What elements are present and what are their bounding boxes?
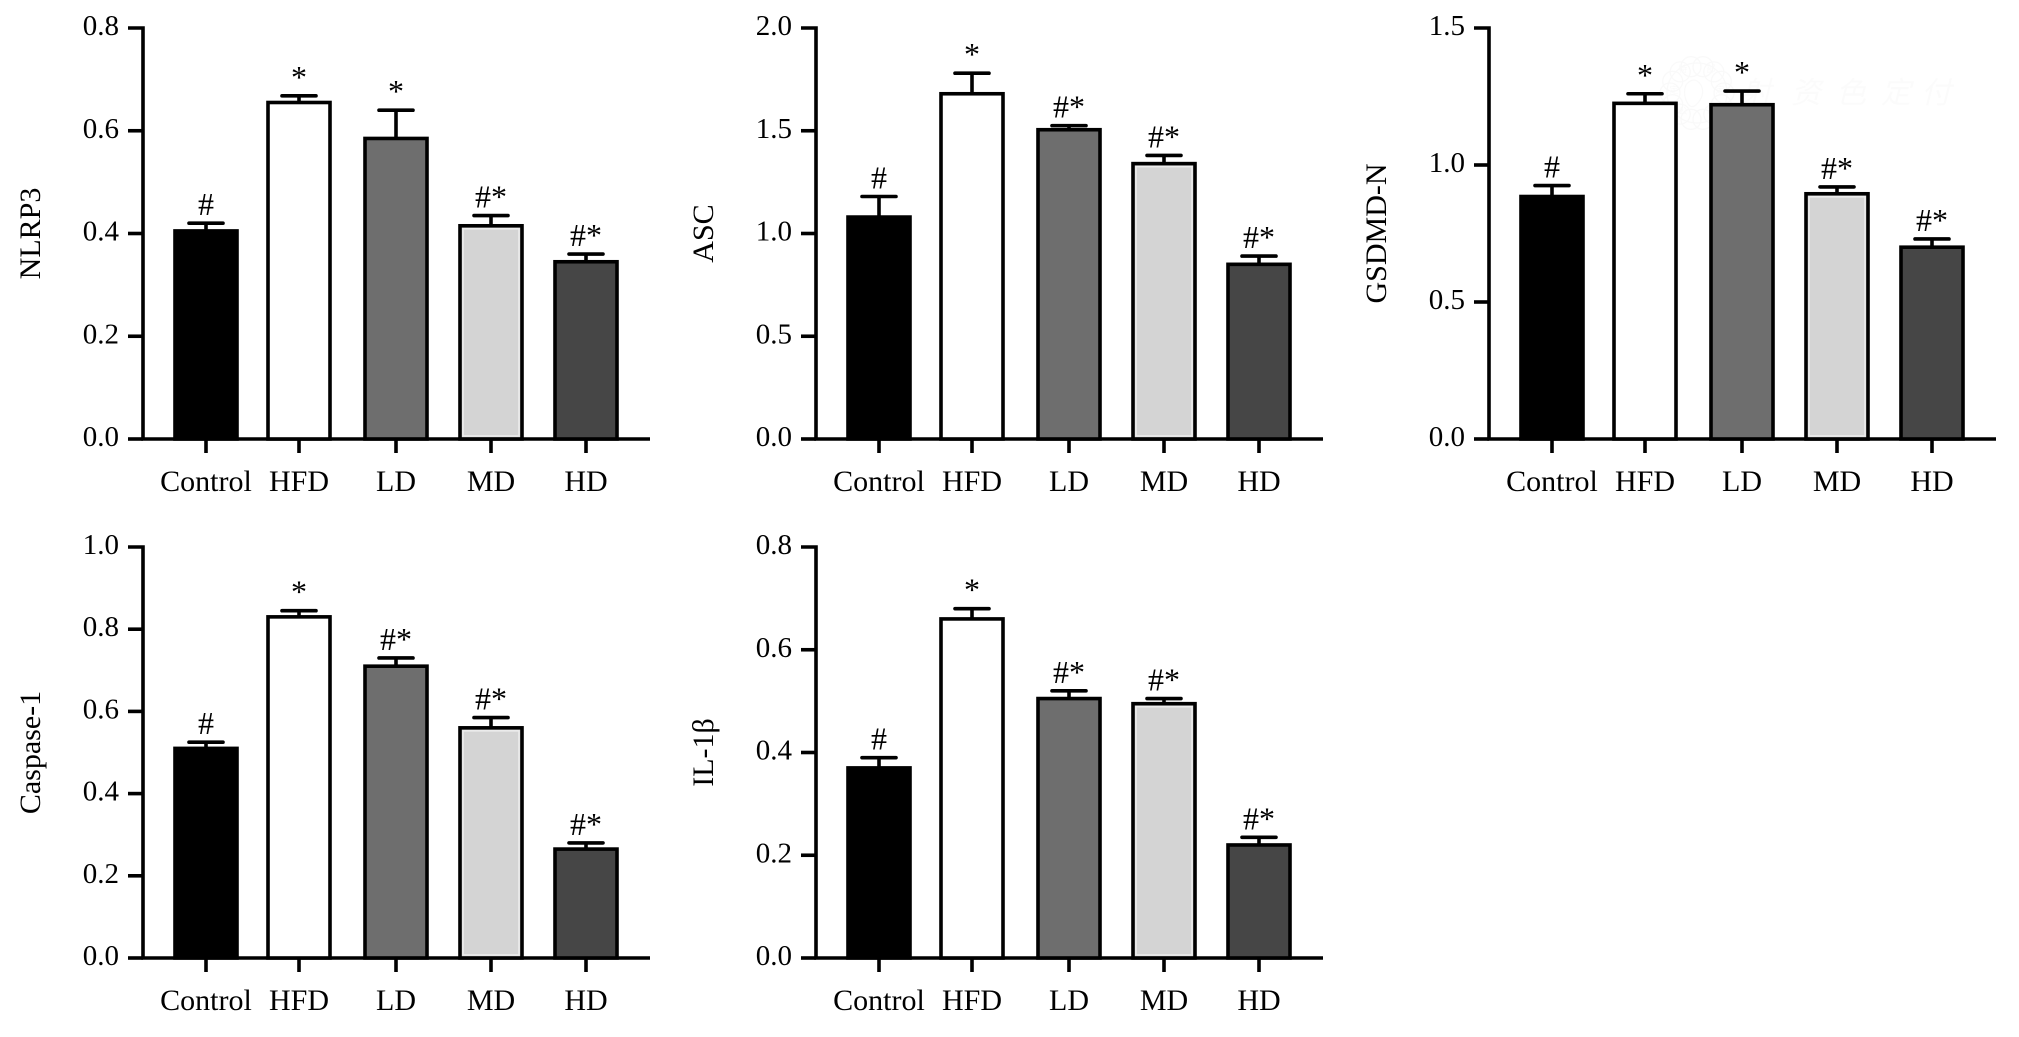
- svg-text:IL-1β: IL-1β: [687, 718, 720, 787]
- svg-text:HD: HD: [1237, 465, 1280, 498]
- svg-text:MD: MD: [1140, 465, 1188, 498]
- svg-text:GSDMD-N: GSDMD-N: [1360, 163, 1393, 303]
- svg-text:1.5: 1.5: [1429, 10, 1465, 42]
- svg-text:色: 色: [1836, 77, 1867, 110]
- svg-text:0.2: 0.2: [83, 858, 119, 890]
- svg-text:*: *: [964, 572, 980, 608]
- svg-text:*: *: [291, 59, 307, 95]
- svg-text:HFD: HFD: [269, 465, 329, 498]
- svg-text:Control: Control: [1506, 465, 1598, 498]
- svg-text:#*: #*: [475, 179, 507, 215]
- svg-text:定: 定: [1669, 84, 1678, 95]
- svg-text:HD: HD: [564, 465, 607, 498]
- svg-text:HD: HD: [1237, 984, 1280, 1017]
- svg-text:#*: #*: [570, 217, 602, 253]
- svg-text:2.0: 2.0: [756, 10, 792, 42]
- svg-text:LD: LD: [1049, 465, 1089, 498]
- svg-text:1.0: 1.0: [1429, 147, 1465, 179]
- svg-text:*: *: [964, 36, 980, 72]
- svg-text:HFD: HFD: [942, 465, 1002, 498]
- svg-text:#: #: [198, 186, 214, 222]
- svg-text:ASC: ASC: [687, 204, 720, 262]
- svg-text:HFD: HFD: [269, 984, 329, 1017]
- svg-text:#: #: [871, 160, 887, 196]
- svg-text:HD: HD: [564, 984, 607, 1017]
- svg-text:#*: #*: [380, 621, 412, 657]
- svg-text:#*: #*: [475, 681, 507, 717]
- svg-text:#*: #*: [1243, 219, 1275, 255]
- svg-text:#: #: [871, 721, 887, 757]
- svg-text:0.6: 0.6: [83, 693, 119, 725]
- svg-text:MD: MD: [1813, 465, 1861, 498]
- svg-text:Control: Control: [833, 984, 925, 1017]
- svg-text:#*: #*: [1053, 89, 1085, 125]
- svg-text:0.0: 0.0: [83, 421, 119, 453]
- svg-text:HFD: HFD: [942, 984, 1002, 1017]
- svg-text:*: *: [388, 73, 404, 109]
- svg-text:#*: #*: [1916, 202, 1948, 238]
- svg-text:定: 定: [1881, 77, 1914, 110]
- svg-text:#*: #*: [1053, 654, 1085, 690]
- svg-text:部: 部: [1706, 63, 1715, 74]
- svg-text:#*: #*: [570, 806, 602, 842]
- svg-text:MD: MD: [1140, 984, 1188, 1017]
- svg-text:LD: LD: [376, 984, 416, 1017]
- svg-text:1.5: 1.5: [756, 113, 792, 145]
- svg-text:Control: Control: [160, 465, 252, 498]
- svg-text:付: 付: [1921, 77, 1955, 110]
- svg-text:#*: #*: [1148, 662, 1180, 698]
- svg-text:*: *: [291, 574, 307, 610]
- svg-text:MD: MD: [467, 465, 515, 498]
- svg-text:0.8: 0.8: [83, 10, 119, 42]
- svg-text:LD: LD: [376, 465, 416, 498]
- svg-text:0.0: 0.0: [83, 940, 119, 972]
- svg-text:0.6: 0.6: [756, 632, 792, 664]
- svg-text:0.5: 0.5: [756, 318, 792, 350]
- svg-text:公: 公: [1678, 106, 1687, 116]
- svg-text:0.4: 0.4: [83, 776, 120, 808]
- svg-text:*: *: [1734, 54, 1750, 90]
- svg-text:Caspase-1: Caspase-1: [14, 691, 47, 814]
- svg-text:定: 定: [1715, 84, 1724, 95]
- svg-text:LD: LD: [1722, 465, 1762, 498]
- svg-text:0.0: 0.0: [756, 940, 792, 972]
- svg-text:HD: HD: [1910, 465, 1953, 498]
- svg-text:*: *: [1637, 57, 1653, 93]
- svg-text:Control: Control: [160, 984, 252, 1017]
- svg-text:HFD: HFD: [1615, 465, 1675, 498]
- svg-text:0.8: 0.8: [756, 529, 792, 561]
- svg-text:1.0: 1.0: [756, 216, 792, 248]
- svg-text:0.0: 0.0: [756, 421, 792, 453]
- svg-text:0.6: 0.6: [83, 113, 119, 145]
- svg-text:0.4: 0.4: [83, 216, 120, 248]
- svg-text:特: 特: [1678, 63, 1687, 74]
- svg-text:0.0: 0.0: [1429, 421, 1465, 453]
- svg-text:#*: #*: [1243, 800, 1275, 836]
- svg-text:#: #: [198, 705, 214, 741]
- svg-text:NLRP3: NLRP3: [14, 188, 47, 280]
- svg-text:1.0: 1.0: [83, 529, 119, 561]
- svg-text:LD: LD: [1049, 984, 1089, 1017]
- svg-text:0.2: 0.2: [756, 837, 792, 869]
- svg-text:0.5: 0.5: [1429, 284, 1465, 316]
- svg-text:0.8: 0.8: [83, 611, 119, 643]
- svg-text:#: #: [1544, 149, 1560, 185]
- svg-text:资: 资: [1791, 77, 1825, 110]
- svg-text:#*: #*: [1821, 150, 1853, 186]
- svg-text:MD: MD: [467, 984, 515, 1017]
- svg-text:0.4: 0.4: [756, 735, 793, 767]
- svg-text:#*: #*: [1148, 118, 1180, 154]
- svg-text:Control: Control: [833, 465, 925, 498]
- svg-text:0.2: 0.2: [83, 318, 119, 350]
